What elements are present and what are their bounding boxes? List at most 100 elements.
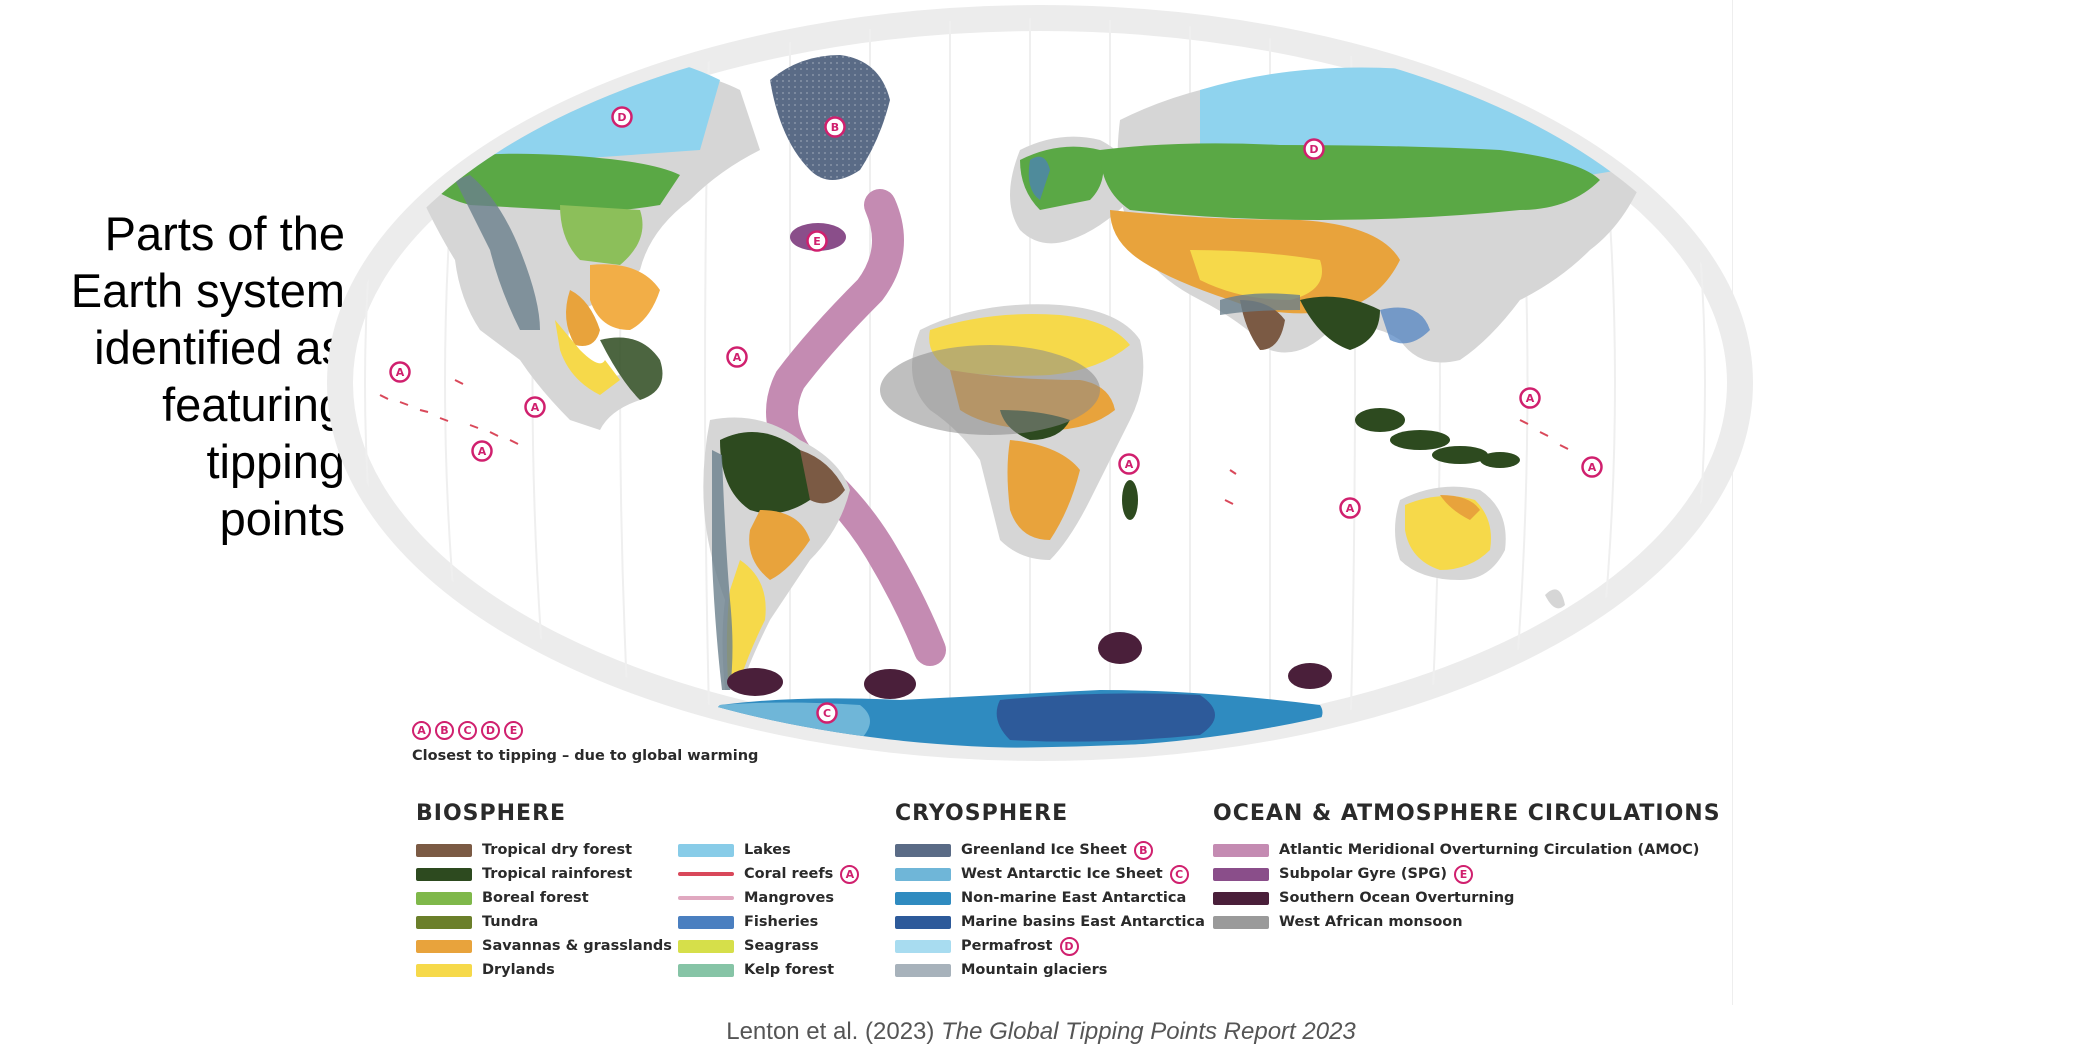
legend-biosphere-item: Boreal forest xyxy=(416,886,678,910)
svg-text:A: A xyxy=(733,351,742,364)
australia xyxy=(1395,486,1506,580)
svg-text:C: C xyxy=(823,707,831,720)
legend-biosphere-item: Tundra xyxy=(416,910,678,934)
legend-biosphere-title: BIOSPHERE xyxy=(416,801,567,826)
legend-ocean-label: West African monsoon xyxy=(1279,914,1463,930)
marker-c: C xyxy=(458,721,477,740)
legend-biosphere-item: Coral reefs A xyxy=(678,862,860,886)
legend-cryosphere-marker: B xyxy=(1133,840,1153,860)
legend-cryosphere-marker: C xyxy=(1169,864,1189,884)
legend-biosphere-item: Tropical rainforest xyxy=(416,862,678,886)
svg-text:B: B xyxy=(831,121,839,134)
svg-text:A: A xyxy=(478,445,487,458)
legend-ocean-marker: E xyxy=(1454,864,1474,884)
legend-cryosphere-item: Greenland Ice Sheet B xyxy=(895,838,1205,862)
legend-ocean-label: Subpolar Gyre (SPG) xyxy=(1279,866,1448,882)
legend-biosphere-swatch xyxy=(416,867,472,881)
legend-cryosphere-label: Mountain glaciers xyxy=(961,962,1108,978)
legend-cryosphere-item: Non-marine East Antarctica xyxy=(895,886,1205,910)
legend-biosphere-label: Mangroves xyxy=(744,890,834,906)
legend-biosphere-label: Boreal forest xyxy=(482,890,589,906)
legend-cryosphere-swatch xyxy=(895,939,951,953)
south-america xyxy=(703,417,850,690)
legend-biosphere-col1: Tropical dry forest Tropical rainforest Bo… xyxy=(416,838,678,982)
legend-biosphere-item: Savannas & grasslands xyxy=(416,934,678,958)
legend-cryosphere-label: Non-marine East Antarctica xyxy=(961,890,1187,906)
legend-biosphere-marker: A xyxy=(840,864,860,884)
svg-text:A: A xyxy=(1588,461,1597,474)
marker-a-west-pacific-1: A xyxy=(1519,387,1541,409)
citation-work: The Global Tipping Points Report 2023 xyxy=(941,1018,1356,1045)
southeast-asia-islands xyxy=(1355,408,1520,468)
legend-cryosphere-item: Permafrost D xyxy=(895,934,1205,958)
legend-ocean-swatch xyxy=(1213,891,1269,905)
legend-biosphere-item: Tropical dry forest xyxy=(416,838,678,862)
legend-biosphere-label: Coral reefs xyxy=(744,866,834,882)
legend-cryosphere-label: Permafrost xyxy=(961,938,1053,954)
new-zealand xyxy=(1545,589,1565,609)
amoc-band xyxy=(766,189,946,666)
marker-a-east-africa: A xyxy=(1118,453,1140,475)
legend-biosphere-item: Kelp forest xyxy=(678,958,859,982)
legend-cryosphere-item: West Antarctic Ice Sheet C xyxy=(895,862,1205,886)
marker-a-indian-ocean: A xyxy=(1339,497,1361,519)
legend-biosphere-item: Fisheries xyxy=(678,910,859,934)
legend-biosphere-label: Drylands xyxy=(482,962,555,978)
legend-ocean-item: Atlantic Meridional Overturning Circulat… xyxy=(1213,838,1721,862)
legend-biosphere-label: Lakes xyxy=(744,842,791,858)
legend-cryosphere: CRYOSPHERE Greenland Ice Sheet B West Anta… xyxy=(895,801,1205,982)
legend-biosphere-label: Savannas & grasslands xyxy=(482,938,672,954)
legend-biosphere: BIOSPHERE Tropical dry forest Tropical ra… xyxy=(416,801,860,982)
legend-biosphere-label: Fisheries xyxy=(744,914,819,930)
legend-biosphere-swatch xyxy=(678,843,734,857)
svg-text:A: A xyxy=(1346,502,1355,515)
legend-cryosphere-item: Marine basins East Antarctica xyxy=(895,910,1205,934)
legend-ocean-list: Atlantic Meridional Overturning Circulat… xyxy=(1213,838,1721,934)
legend-biosphere-label: Kelp forest xyxy=(744,962,835,978)
svg-text:A: A xyxy=(396,366,405,379)
west-african-monsoon xyxy=(880,345,1100,435)
closest-to-tipping: A B C D E Closest to tipping – due to gl… xyxy=(412,721,758,764)
legend-biosphere-swatch xyxy=(678,915,734,929)
marker-d: D xyxy=(481,721,500,740)
southern-ocean-overturning xyxy=(727,632,1332,699)
legend-biosphere-label: Seagrass xyxy=(744,938,819,954)
svg-text:A: A xyxy=(1125,458,1134,471)
marker-a-caribbean: A xyxy=(726,346,748,368)
closest-label: Closest to tipping – due to global warmi… xyxy=(412,748,759,764)
legend-biosphere-label: Tropical rainforest xyxy=(482,866,633,882)
legend-biosphere-item: Seagrass xyxy=(678,934,859,958)
legend-cryosphere-marker: D xyxy=(1059,936,1079,956)
svg-text:D: D xyxy=(1309,143,1318,156)
legend-cryosphere-list: Greenland Ice Sheet B West Antarctic Ice S… xyxy=(895,838,1205,982)
svg-text:D: D xyxy=(617,111,626,124)
legend-biosphere-swatch xyxy=(416,843,472,857)
legend-ocean-item: Southern Ocean Overturning xyxy=(1213,886,1721,910)
legend-biosphere-col2: Lakes Coral reefs A Mangroves Fisheries Seagr… xyxy=(678,838,860,982)
citation: Lenton et al. (2023) The Global Tipping … xyxy=(0,1018,2082,1046)
legend-biosphere-swatch xyxy=(416,963,472,977)
marker-b: B xyxy=(435,721,454,740)
marker-c-west-antarctica: C xyxy=(816,702,838,724)
svg-text:A: A xyxy=(531,401,540,414)
legend-cryosphere-swatch xyxy=(895,843,951,857)
svg-text:E: E xyxy=(813,235,821,248)
legend-biosphere-swatch xyxy=(416,891,472,905)
legend-biosphere-label: Tropical dry forest xyxy=(482,842,633,858)
legend-ocean-title: OCEAN & ATMOSPHERE CIRCULATIONS xyxy=(1213,801,1721,826)
legend-biosphere-item: Drylands xyxy=(416,958,678,982)
legend-ocean-swatch xyxy=(1213,867,1269,881)
legend-cryosphere-title: CRYOSPHERE xyxy=(895,801,1069,826)
marker-a: A xyxy=(412,721,431,740)
legend-ocean-swatch xyxy=(1213,843,1269,857)
legend-cryosphere-swatch xyxy=(895,915,951,929)
legend-cryosphere-item: Mountain glaciers xyxy=(895,958,1205,982)
legend-cryosphere-swatch xyxy=(895,867,951,881)
legend-biosphere-label: Tundra xyxy=(482,914,539,930)
marker-a-pacific-2: A xyxy=(524,396,546,418)
marker-d-siberia: D xyxy=(1303,138,1325,160)
legend-biosphere-swatch xyxy=(416,939,472,953)
closest-markers: A B C D E xyxy=(412,721,758,740)
map-markers: D B E D A A A A A A A A C xyxy=(389,106,1603,724)
